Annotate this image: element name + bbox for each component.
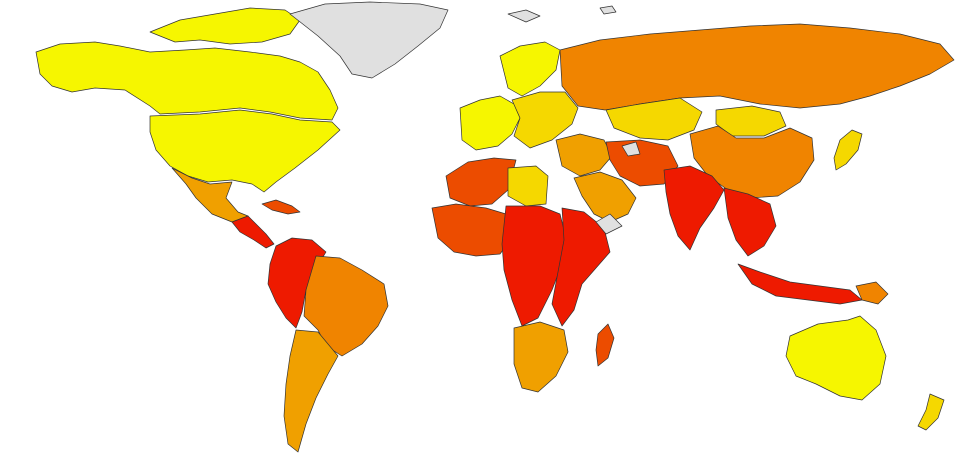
- region-australia: [785, 315, 887, 401]
- region-central-america: [231, 215, 275, 249]
- region-southeast-asia: [723, 187, 777, 257]
- region-canada-alaska: [35, 41, 339, 121]
- region-mongolia: [715, 105, 787, 137]
- region-united-states: [149, 109, 341, 193]
- island-horn-gray: [595, 213, 623, 235]
- region-kazakhstan: [605, 97, 703, 141]
- region-scandinavia: [499, 41, 561, 97]
- region-middle-east: [555, 133, 613, 177]
- region-southern-africa: [513, 321, 569, 393]
- region-northwest-south-america: [267, 237, 327, 329]
- region-southern-cone: [283, 329, 339, 453]
- region-arctic-islands: [149, 7, 301, 45]
- region-south-asia: [663, 165, 725, 251]
- region-eastern-europe: [511, 91, 579, 149]
- region-madagascar: [595, 323, 615, 367]
- island-svalbard: [507, 9, 541, 23]
- island-small-north: [599, 5, 617, 15]
- region-western-europe: [459, 95, 521, 151]
- region-japan: [833, 129, 863, 171]
- region-iran-pakistan: [605, 139, 679, 187]
- region-central-africa: [501, 205, 567, 327]
- region-greenland: [289, 1, 449, 79]
- region-libya: [507, 165, 549, 207]
- region-new-zealand: [917, 393, 945, 431]
- region-mexico: [171, 167, 249, 223]
- region-caribbean: [261, 199, 301, 215]
- region-arabian-peninsula: [573, 171, 637, 223]
- region-brazil: [303, 255, 389, 357]
- island-caucasus-gray: [621, 141, 641, 157]
- region-papua-new-guinea: [855, 281, 889, 305]
